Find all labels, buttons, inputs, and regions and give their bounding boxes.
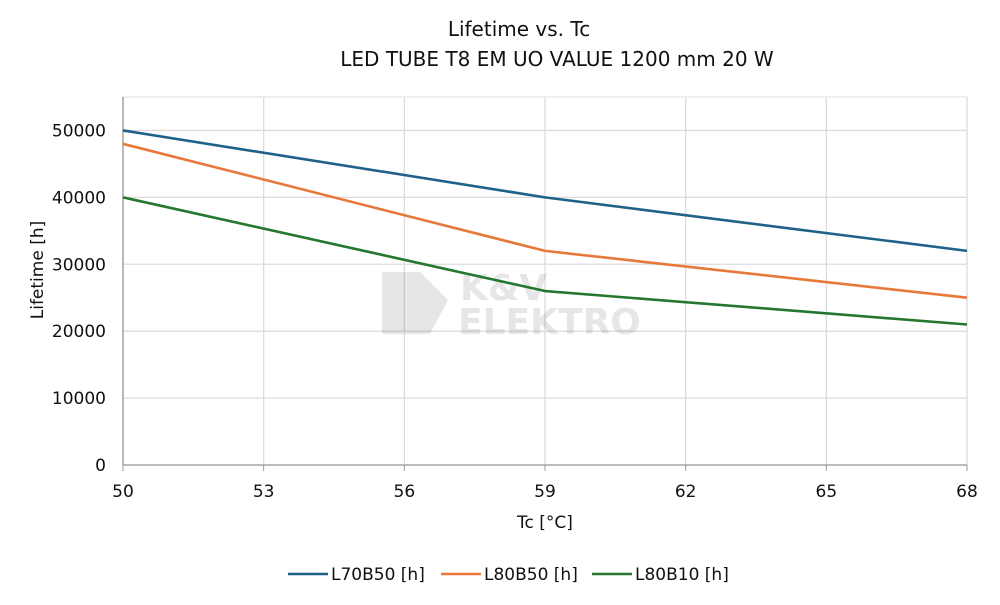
x-tick-label: 56 xyxy=(394,482,416,502)
y-tick-label: 20000 xyxy=(52,322,106,342)
x-tick-label: 65 xyxy=(816,482,838,502)
axes: 50 53 56 59 62 65 68 0 10000 20000 30000 40000 50000 xyxy=(52,97,978,502)
series-line-l80b10 xyxy=(122,196,968,326)
legend-label: L70B50 [h] xyxy=(331,565,425,585)
y-tick-label: 10000 xyxy=(52,389,106,409)
y-tick-label: 0 xyxy=(95,456,106,476)
legend-label: L80B50 [h] xyxy=(484,565,578,585)
watermark-logo: K&V ELEKTRO xyxy=(382,268,641,343)
x-tick-label: 59 xyxy=(534,482,556,502)
y-axis-label: Lifetime [h] xyxy=(28,221,48,320)
legend: L70B50 [h] L80B50 [h] L80B10 [h] xyxy=(288,565,729,585)
legend-label: L80B10 [h] xyxy=(635,565,729,585)
x-axis-label: Tc [°C] xyxy=(516,513,573,533)
y-tick-label: 30000 xyxy=(52,255,106,275)
y-tick-label: 40000 xyxy=(52,188,106,208)
svg-text:ELEKTRO: ELEKTRO xyxy=(458,302,641,343)
y-tick-label: 50000 xyxy=(52,121,106,141)
chart-title: Lifetime vs. Tc xyxy=(448,17,590,41)
x-tick-label: 68 xyxy=(956,482,978,502)
series-line-l70b50 xyxy=(122,129,968,253)
series-lines xyxy=(122,129,968,326)
series-line-l80b50 xyxy=(122,142,968,300)
x-tick-label: 62 xyxy=(675,482,697,502)
chart-subtitle: LED TUBE T8 EM UO VALUE 1200 mm 20 W xyxy=(340,47,774,71)
x-tick-label: 50 xyxy=(112,482,134,502)
x-tick-label: 53 xyxy=(253,482,275,502)
